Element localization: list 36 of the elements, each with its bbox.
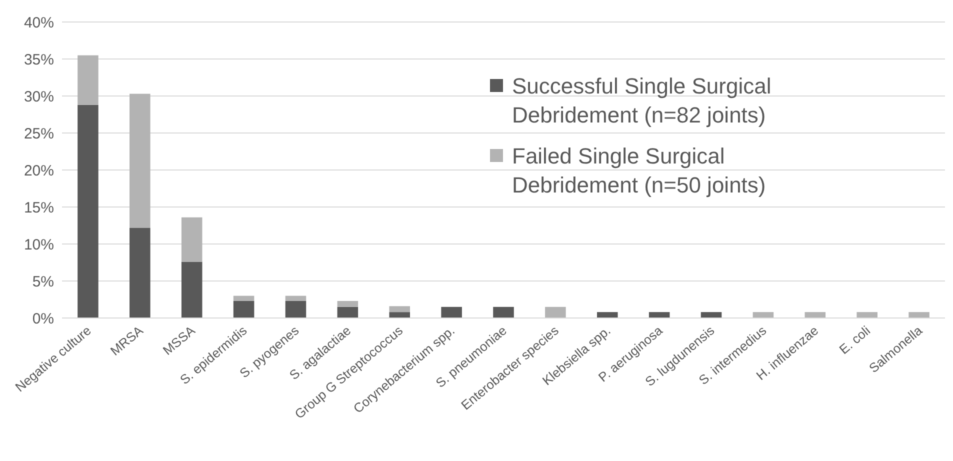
bar [493,306,514,318]
bar [596,312,618,318]
y-tick-label: 40% [24,14,54,32]
bar [78,55,98,105]
bar [752,312,774,318]
bar [181,262,202,318]
bar [700,312,722,318]
bar [908,312,930,318]
bar [285,300,306,318]
bar [337,300,358,307]
bar [337,306,358,318]
bar [233,296,254,301]
legend-label: Failed Single Surgical Debridement (n=50 joints) [512,144,766,198]
y-tick-label: 35% [24,51,54,68]
bar [389,312,410,318]
bar [78,104,98,318]
bar [130,228,150,318]
bar [856,312,878,318]
bar [389,306,410,312]
y-tick-label: 0% [32,310,54,328]
bar [648,312,670,318]
bar [285,296,306,301]
y-tick-label: 20% [24,162,54,180]
bar [441,306,462,318]
y-tick-label: 30% [24,88,54,106]
x-tick-label: E. coli [836,322,874,358]
bar [804,312,826,318]
y-tick-label: 10% [24,236,54,254]
y-tick-label: 25% [24,125,54,142]
bar [130,94,150,228]
bar [181,217,202,262]
legend-label: Successful Single Surgical Debridement (n=82 joints) [512,74,772,128]
bar [233,300,254,318]
bar [545,306,566,318]
y-tick-label: 15% [24,199,54,216]
y-tick-label: 5% [32,273,54,290]
